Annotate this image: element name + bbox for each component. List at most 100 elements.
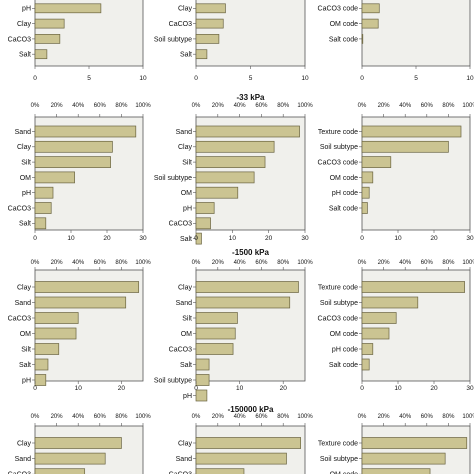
category-label: OM bbox=[181, 190, 192, 197]
category-label: Salt bbox=[180, 236, 192, 243]
top-percent-label: 100% bbox=[297, 103, 313, 109]
category-label: Salt bbox=[180, 52, 192, 59]
bar bbox=[34, 49, 48, 60]
top-percent-label: 20% bbox=[378, 414, 391, 420]
category-label: Silt bbox=[182, 315, 192, 322]
top-percent-label: 20% bbox=[212, 103, 225, 109]
bar bbox=[34, 3, 102, 14]
top-percent-label: 100% bbox=[135, 414, 151, 420]
bar bbox=[361, 202, 368, 214]
panel-title: -1500 kPa bbox=[232, 248, 269, 257]
x-tick-label: 5 bbox=[414, 75, 418, 82]
category-label: CaCO3 bbox=[169, 21, 192, 28]
x-tick-label: 10 bbox=[67, 235, 75, 242]
category-label: pH bbox=[22, 190, 31, 197]
bar bbox=[34, 186, 54, 199]
bar bbox=[361, 437, 468, 449]
bar bbox=[195, 156, 266, 168]
category-label: Salt code bbox=[329, 36, 358, 43]
category-label: OM bbox=[181, 331, 192, 338]
bar bbox=[34, 343, 60, 355]
bar bbox=[34, 217, 47, 230]
top-percent-label: 40% bbox=[399, 414, 412, 420]
category-label: Clay bbox=[178, 144, 193, 151]
category-label: pH bbox=[183, 393, 192, 400]
bar bbox=[361, 186, 370, 199]
bar bbox=[361, 3, 380, 14]
category-label: CaCO3 bbox=[8, 36, 31, 43]
category-label: Salt bbox=[19, 221, 31, 228]
top-percent-label: 40% bbox=[234, 414, 247, 420]
category-label: Texture code bbox=[318, 440, 358, 447]
category-label: Soil subtype bbox=[320, 300, 358, 307]
bar bbox=[361, 343, 374, 355]
bar bbox=[361, 156, 392, 168]
category-label: Sand bbox=[15, 456, 31, 463]
top-percent-label: 40% bbox=[234, 260, 247, 266]
bar bbox=[34, 327, 77, 340]
bar bbox=[34, 312, 79, 324]
x-tick-label: 30 bbox=[301, 235, 309, 242]
chart-panel-r1c2: 0% 20% 40% 60% 80% 100% Texture code Soil subty… bbox=[318, 103, 474, 242]
x-tick-label: 0 bbox=[194, 235, 198, 242]
top-percent-label: 100% bbox=[462, 260, 474, 266]
chart-panel-r1c1: 0% 20% 40% 60% 80% 100% -33 kPa Sand Clay Silt Soi… bbox=[154, 93, 313, 245]
x-tick-label: 10 bbox=[139, 75, 147, 82]
bar bbox=[361, 125, 462, 138]
category-label: Sand bbox=[176, 129, 192, 136]
bar bbox=[34, 437, 122, 449]
top-percent-label: 100% bbox=[462, 103, 474, 109]
chart-panel-r3c1: 0% 20% 40% 60% 80% 100% -150000 kPa Clay Sand CaC… bbox=[169, 405, 313, 474]
top-percent-label: 0% bbox=[192, 260, 201, 266]
bar bbox=[34, 358, 49, 371]
bar bbox=[195, 171, 255, 184]
bar bbox=[34, 18, 65, 29]
x-tick-label: 30 bbox=[466, 235, 474, 242]
category-label: CaCO3 code bbox=[318, 315, 359, 322]
chart-panel-r1c0: 0% 20% 40% 60% 80% 100% Sand Clay Silt OM pH CaCO3 S… bbox=[8, 103, 152, 242]
x-tick-label: 10 bbox=[75, 385, 83, 392]
top-percent-label: 20% bbox=[51, 103, 64, 109]
bar bbox=[195, 18, 224, 29]
top-percent-label: 100% bbox=[135, 103, 151, 109]
bar bbox=[34, 452, 106, 465]
top-percent-label: 20% bbox=[378, 103, 391, 109]
top-percent-label: 100% bbox=[462, 414, 474, 420]
top-percent-label: 40% bbox=[72, 103, 85, 109]
top-percent-label: 20% bbox=[212, 260, 225, 266]
category-label: CaCO3 bbox=[8, 315, 31, 322]
category-label: CaCO3 bbox=[169, 346, 192, 353]
bar bbox=[195, 3, 226, 14]
x-tick-label: 20 bbox=[118, 385, 126, 392]
bar bbox=[361, 171, 374, 184]
category-label: Soil subtype bbox=[154, 36, 192, 43]
top-percent-label: 40% bbox=[234, 103, 247, 109]
bar bbox=[361, 18, 379, 29]
top-percent-label: 20% bbox=[51, 260, 64, 266]
category-label: pH bbox=[22, 6, 31, 13]
x-tick-label: 20 bbox=[430, 385, 438, 392]
chart-panel-r0c0: OMpHClayCaCO3Salt0510 bbox=[8, 0, 147, 82]
category-label: Texture code bbox=[318, 284, 358, 291]
x-tick-label: 20 bbox=[280, 385, 288, 392]
bar bbox=[34, 125, 137, 138]
x-tick-label: 5 bbox=[87, 75, 91, 82]
top-percent-label: 60% bbox=[94, 260, 107, 266]
category-label: Texture code bbox=[318, 129, 358, 136]
chart-panel-r2c1: 0% 20% 40% 60% 80% 100% -1500 kPa Clay Sand Silt O… bbox=[154, 248, 313, 402]
bar bbox=[34, 296, 127, 309]
top-percent-label: 0% bbox=[358, 103, 367, 109]
x-tick-label: 10 bbox=[229, 235, 237, 242]
x-tick-label: 10 bbox=[466, 75, 474, 82]
category-label: Salt bbox=[19, 362, 31, 369]
top-percent-label: 60% bbox=[255, 103, 268, 109]
category-label: Sand bbox=[176, 456, 192, 463]
bar bbox=[195, 217, 211, 230]
top-percent-label: 60% bbox=[421, 260, 434, 266]
x-tick-label: 0 bbox=[194, 385, 198, 392]
bar bbox=[34, 468, 86, 474]
plot-area bbox=[34, 425, 144, 474]
top-percent-label: 20% bbox=[378, 260, 391, 266]
bar bbox=[361, 140, 449, 153]
